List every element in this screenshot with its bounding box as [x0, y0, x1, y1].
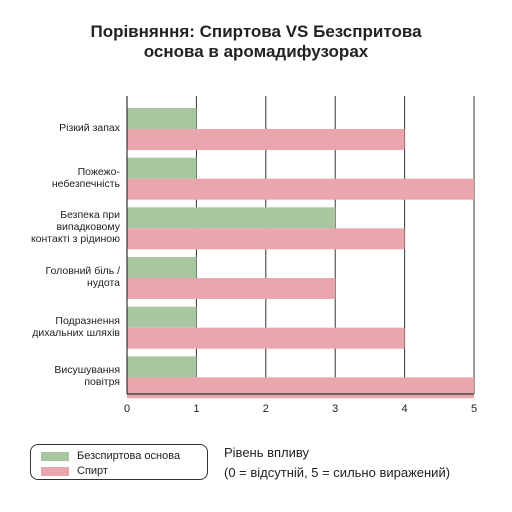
bar-alcohol: [127, 327, 405, 349]
legend-swatch-alcohol: [41, 466, 69, 476]
x-tick-label: 2: [263, 403, 269, 415]
legend-swatch-non-alcohol: [41, 451, 69, 461]
category-label: Головний біль / нудота: [10, 265, 120, 289]
category-label: Пожежо-небезпечність: [10, 166, 120, 190]
bar-alcohol: [127, 377, 474, 399]
bar-non-alcohol: [127, 207, 336, 229]
category-label: Безпека при випадковому контакті з рідиною: [10, 209, 120, 245]
chart-title-line-1: Порівняння: Спиртова VS Безспритова: [90, 22, 422, 41]
category-label: Висушування повітря: [10, 364, 120, 388]
chart-title: Порівняння: Спиртова VS Безспритова осно…: [0, 22, 512, 62]
x-tick-label: 1: [193, 403, 199, 415]
category-label-line: повітря: [84, 376, 120, 389]
legend-item-alcohol: Спирт: [41, 465, 108, 477]
bar-alcohol: [127, 178, 474, 200]
x-tick-label: 0: [124, 403, 130, 415]
category-label-line: нудота: [87, 277, 120, 289]
chart-title-line-2: основа в аромадифузорах: [143, 42, 369, 61]
category-label-line: Різкий запах: [59, 122, 120, 134]
bar-alcohol: [127, 278, 336, 299]
x-axis-title-line-1: Рівень впливу: [224, 445, 310, 460]
legend-label-alcohol: Спирт: [77, 465, 108, 477]
category-label: Різкий запах: [10, 122, 120, 134]
category-label-line: Подразнення: [55, 314, 120, 327]
bar-non-alcohol: [127, 108, 197, 129]
x-tick-label: 4: [402, 403, 408, 415]
x-axis-title: Рівень впливу (0 = відсутній, 5 = сильно…: [224, 443, 450, 483]
bar-non-alcohol: [127, 257, 197, 278]
bar-non-alcohol: [127, 157, 197, 179]
bar-alcohol: [127, 228, 405, 250]
bar-non-alcohol: [127, 356, 197, 378]
category-label-line: небезпечність: [51, 177, 120, 190]
category-label-line: Висушування: [54, 364, 120, 377]
category-label-line: контакті з рідиною: [30, 233, 120, 246]
category-label-line: випадковому: [56, 221, 120, 234]
category-label-line: дихальних шляхів: [32, 326, 120, 339]
legend: Безспиртова основа Спирт: [30, 444, 208, 480]
category-label: Подразнення дихальних шляхів: [10, 315, 120, 339]
category-label-line: Головний біль /: [45, 265, 120, 277]
bar-alcohol: [127, 129, 405, 150]
category-label-line: Пожежо-: [77, 165, 120, 178]
bar-layer: [127, 108, 474, 399]
x-axis-title-line-2: (0 = відсутній, 5 = сильно виражений): [224, 465, 451, 480]
category-label-line: Безпека при: [60, 209, 120, 222]
legend-label-non-alcohol: Безспиртова основа: [77, 450, 181, 462]
x-tick-label: 3: [332, 403, 338, 415]
x-tick-label: 5: [471, 403, 477, 415]
bar-non-alcohol: [127, 306, 197, 328]
legend-item-non-alcohol: Безспиртова основа: [41, 450, 180, 462]
axis-layer: 0 1 2 3 4 5: [124, 96, 477, 415]
